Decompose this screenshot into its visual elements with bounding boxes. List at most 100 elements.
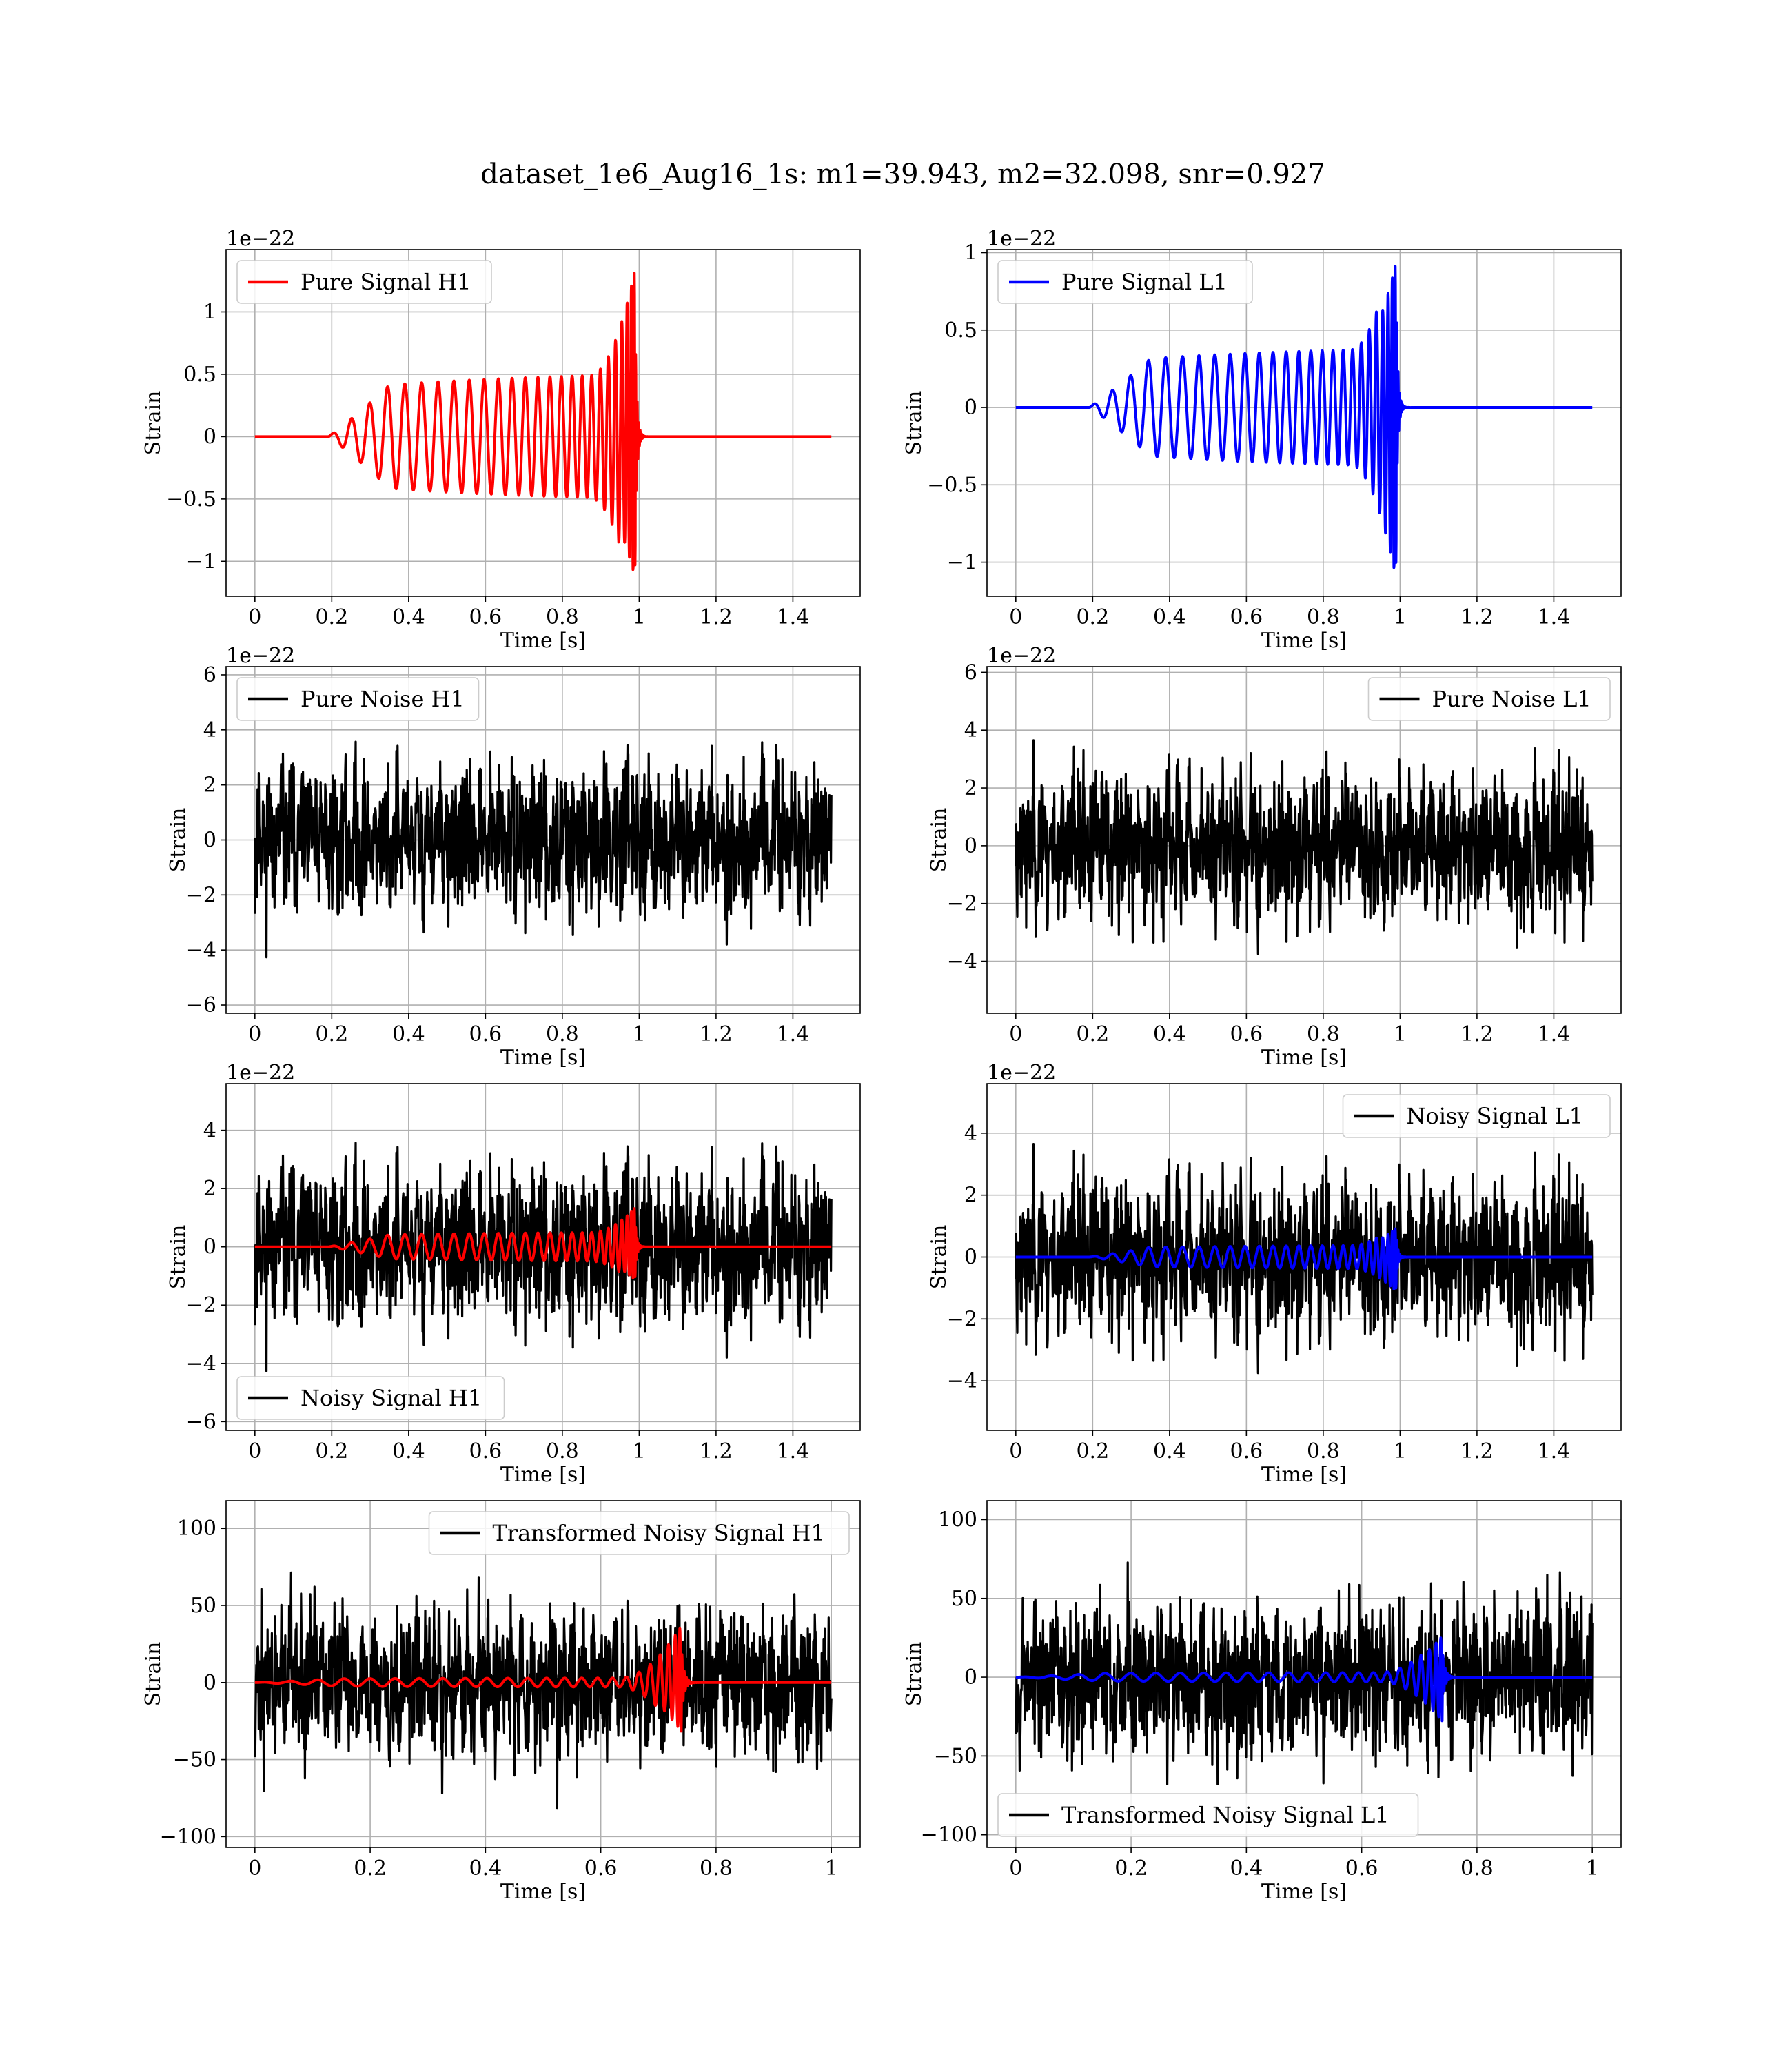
x-tick-label: 0.6 (469, 1439, 502, 1463)
y-tick-label: 1 (203, 300, 216, 324)
x-tick-label: 1.4 (1538, 1022, 1571, 1046)
y-tick-label: −2 (947, 892, 977, 916)
chart-pure-noise-l1: 0 0.2 0.4 0.6 0.8 1 1.2 1.4 −4 −2 0 2 4 6 1e−22 Time [s… (927, 644, 1622, 1070)
series-line-noise (254, 740, 833, 959)
x-tick-label: 1.2 (1460, 605, 1494, 629)
series-line-noise (1015, 739, 1594, 955)
x-tick-label: 1.2 (700, 1439, 733, 1463)
y-tick-label: −6 (186, 1410, 216, 1434)
y-tick-label: 0 (964, 834, 977, 858)
y-tick-label: 100 (177, 1517, 216, 1541)
plot-frame (225, 249, 861, 597)
chart-transformed-noisy-signal-l1: 0 0.2 0.4 0.6 0.8 1 −100 −50 0 50 100 Time [s] Strai… (902, 1500, 1622, 1904)
legend-label: Noisy Signal H1 (301, 1385, 482, 1411)
y-tick-label: 0 (964, 1246, 977, 1270)
series-line-signal (254, 272, 833, 571)
x-tick-label: 1 (633, 1439, 646, 1463)
x-axis-label: Time [s] (500, 1463, 586, 1487)
y-tick-label: −100 (160, 1825, 216, 1849)
x-tick-label: 0.8 (546, 1439, 579, 1463)
y-tick-label: −4 (186, 938, 216, 962)
legend-box (428, 1511, 850, 1555)
y-tick-label: 0 (203, 829, 216, 853)
y-tick-label: −100 (921, 1823, 977, 1847)
y-tick-label: 2 (203, 773, 216, 798)
axis-offset-text: 1e−22 (226, 227, 295, 251)
series-line-signal (254, 1207, 833, 1279)
y-tick-label: 0 (203, 1671, 216, 1695)
x-tick-label: 1.4 (777, 1439, 810, 1463)
x-tick-label: 0.4 (469, 1856, 502, 1881)
x-tick-label: 0.8 (1307, 1022, 1340, 1046)
y-tick-label: −4 (947, 1369, 977, 1393)
x-tick-label: 1.2 (1460, 1439, 1494, 1463)
x-axis-label: Time [s] (1261, 1880, 1347, 1904)
series-line-noise (1015, 1561, 1594, 1785)
y-tick-label: 2 (964, 1184, 977, 1208)
chart-noisy-signal-h1: 0 0.2 0.4 0.6 0.8 1 1.2 1.4 −6 −4 −2 0 2 4 1e−22 Time [… (166, 1061, 861, 1487)
x-tick-label: 0.8 (1307, 1439, 1340, 1463)
legend-box (236, 1376, 505, 1420)
y-tick-label: −0.5 (927, 473, 977, 497)
x-tick-label: 0.4 (392, 1439, 425, 1463)
axis-offset-text: 1e−22 (987, 227, 1056, 251)
x-tick-label: 0 (248, 605, 261, 629)
x-tick-label: 0.6 (1345, 1856, 1378, 1881)
x-tick-label: 0.2 (1076, 1022, 1109, 1046)
x-tick-label: 1 (1394, 1439, 1407, 1463)
x-tick-label: 0.6 (1230, 1022, 1263, 1046)
x-tick-label: 1.2 (1460, 1022, 1494, 1046)
x-tick-label: 0.6 (1230, 605, 1263, 629)
y-tick-label: 1 (964, 241, 977, 265)
legend-box (997, 260, 1253, 304)
y-axis-label: Strain (927, 1225, 951, 1290)
x-axis-label: Time [s] (500, 1046, 586, 1070)
x-tick-label: 0.4 (1153, 605, 1186, 629)
x-tick-label: 0.6 (1230, 1439, 1263, 1463)
series-line-signal (1015, 265, 1594, 569)
legend-label: Pure Noise L1 (1432, 686, 1591, 712)
x-tick-label: 0.2 (315, 1022, 348, 1046)
axis-offset-text: 1e−22 (987, 644, 1056, 668)
axis-offset-text: 1e−22 (226, 644, 295, 668)
x-tick-label: 0 (248, 1022, 261, 1046)
axis-offset-text: 1e−22 (987, 1061, 1056, 1085)
y-axis-label: Strain (902, 391, 926, 456)
x-tick-label: 0.8 (1307, 605, 1340, 629)
x-axis-label: Time [s] (1261, 629, 1347, 653)
legend-box (236, 260, 492, 304)
y-tick-label: −1 (947, 551, 977, 575)
y-tick-label: 50 (190, 1594, 216, 1618)
x-tick-label: 1 (633, 1022, 646, 1046)
y-tick-label: 4 (964, 718, 977, 742)
x-tick-label: 1.4 (1538, 1439, 1571, 1463)
x-tick-label: 1 (1586, 1856, 1599, 1881)
series-line-signal (1015, 1227, 1594, 1290)
x-tick-label: 0.4 (1230, 1856, 1263, 1881)
x-tick-label: 0 (1009, 1439, 1022, 1463)
y-tick-label: 0 (203, 1235, 216, 1259)
series-line-signal (254, 1626, 833, 1733)
legend-label: Noisy Signal L1 (1407, 1103, 1584, 1129)
x-tick-label: 1 (1394, 605, 1407, 629)
x-tick-label: 0.4 (392, 605, 425, 629)
x-tick-label: 0.2 (1114, 1856, 1148, 1881)
x-axis-label: Time [s] (500, 629, 586, 653)
figure-title: dataset_1e6_Aug16_1s: m1=39.943, m2=32.0… (480, 159, 1325, 190)
series-line-noise (254, 1571, 833, 1810)
x-tick-label: 1.2 (700, 1022, 733, 1046)
x-tick-label: 0 (1009, 1856, 1022, 1881)
x-tick-label: 0.2 (315, 1439, 348, 1463)
plot-frame (986, 666, 1622, 1014)
y-tick-label: −4 (947, 950, 977, 974)
chart-pure-signal-l1: 0 0.2 0.4 0.6 0.8 1 1.2 1.4 −1 −0.5 0 0.5 1 1e−22 Time… (902, 227, 1622, 653)
x-tick-label: 1.4 (1538, 605, 1571, 629)
x-tick-label: 0.8 (700, 1856, 733, 1881)
x-tick-label: 0.4 (392, 1022, 425, 1046)
x-tick-label: 1.4 (777, 1022, 810, 1046)
legend-box (1342, 1094, 1611, 1138)
y-tick-label: −4 (186, 1352, 216, 1376)
plot-frame (986, 1500, 1622, 1848)
y-axis-label: Strain (902, 1642, 926, 1707)
legend-label: Transformed Noisy Signal L1 (1061, 1802, 1389, 1828)
